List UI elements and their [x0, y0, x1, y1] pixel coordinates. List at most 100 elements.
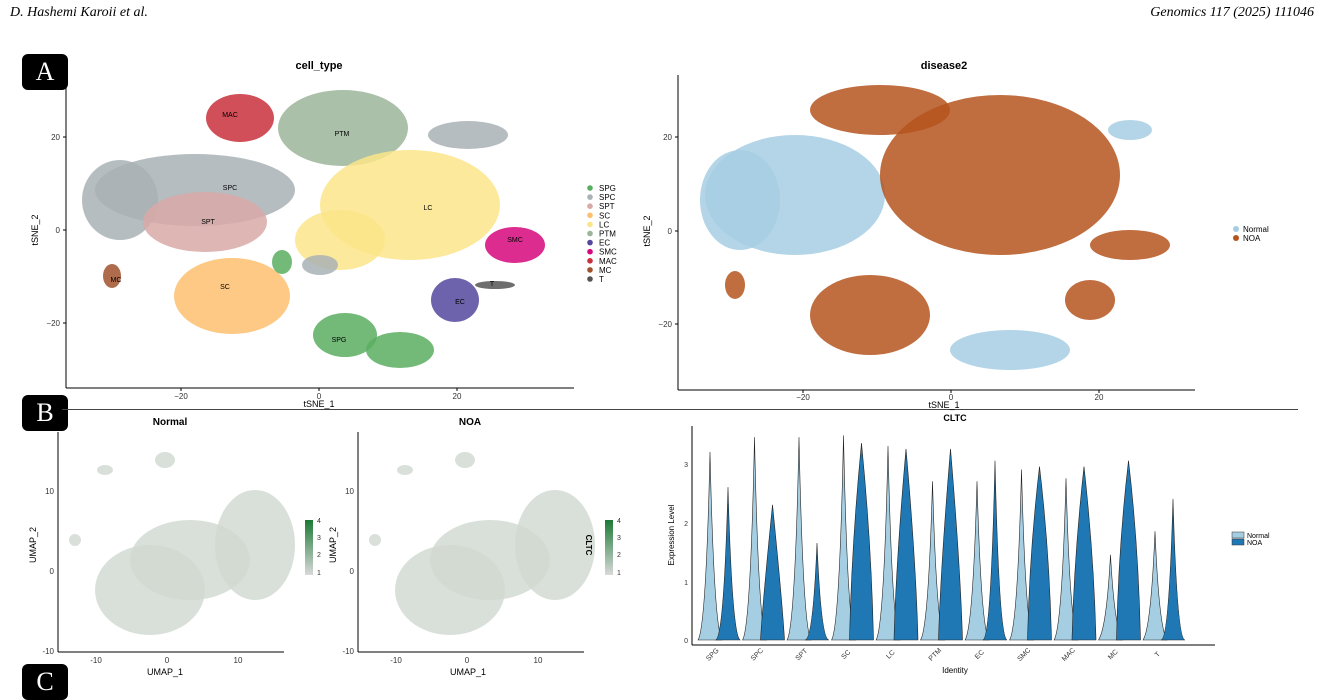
- violin-normal: [1142, 531, 1168, 641]
- cluster-label: LC: [424, 205, 433, 212]
- svg-text:20: 20: [51, 133, 60, 142]
- svg-text:1: 1: [684, 580, 688, 587]
- svg-text:-10: -10: [342, 647, 354, 656]
- cluster-region-spc: [302, 255, 338, 275]
- legend-label: Normal: [1247, 533, 1270, 540]
- svg-text:-10: -10: [390, 656, 402, 665]
- legend-label: SPG: [599, 184, 616, 193]
- legend-swatch-noa: [1231, 538, 1245, 546]
- legend-swatch: [587, 248, 593, 255]
- legend-label: SMC: [599, 248, 617, 257]
- svg-text:2: 2: [684, 521, 688, 528]
- legend-swatch: [587, 203, 593, 209]
- disease-scatter: [700, 85, 1170, 370]
- disease-region: [950, 330, 1070, 370]
- violin-noa: [982, 460, 1008, 641]
- cluster-region-ec: [431, 278, 479, 322]
- cluster-label: SPC: [223, 185, 237, 192]
- tsne-cell-type-plot: cell_type MAC PTM SPC SPT LC SMC MC SC S…: [30, 60, 617, 409]
- plot-title: disease2: [921, 60, 967, 72]
- y-axis-label: UMAP_2: [28, 527, 38, 563]
- umap-noa-plot: NOA 10 0 -10 -10 0 10 UMAP_1 UMAP_2 CLTC…: [328, 417, 621, 677]
- panel-label-a: A: [22, 54, 68, 90]
- umap-cell-region: [515, 490, 595, 600]
- y-tick-labels: 20 0 −20: [46, 133, 60, 328]
- x-tick-labels: −20 0 20: [796, 393, 1104, 402]
- cluster-region-spg: [366, 332, 434, 368]
- legend-label: LC: [599, 220, 609, 229]
- svg-text:3: 3: [617, 535, 621, 542]
- svg-text:0: 0: [350, 567, 355, 576]
- cluster-label: EC: [455, 299, 465, 306]
- disease-region: [880, 95, 1120, 255]
- cluster-region-mc: [103, 264, 121, 288]
- cluster-label: SPG: [332, 337, 347, 344]
- umap-cell-region: [97, 465, 113, 475]
- cluster-region-spc: [82, 160, 158, 240]
- svg-text:0: 0: [949, 393, 954, 402]
- category-label: T: [1154, 650, 1162, 658]
- svg-text:20: 20: [453, 392, 462, 401]
- svg-text:4: 4: [617, 518, 621, 525]
- legend-label: NOA: [1247, 540, 1263, 547]
- cluster-region-sc: [174, 258, 290, 334]
- disease-region: [1065, 280, 1115, 320]
- y-tick-labels: 20 0 −20: [658, 133, 672, 329]
- violin-series: [697, 435, 1186, 641]
- legend-swatch: [587, 221, 593, 228]
- legend-label: MAC: [599, 257, 617, 266]
- disease-legend: Normal NOA: [1233, 225, 1269, 243]
- cluster-label: SC: [220, 284, 230, 291]
- colorbar-title: CLTC: [584, 535, 593, 556]
- svg-text:10: 10: [45, 487, 54, 496]
- x-axis-label: UMAP_1: [450, 667, 486, 677]
- legend-swatch: [587, 276, 593, 282]
- plot-title: cell_type: [295, 60, 342, 72]
- svg-text:−20: −20: [796, 393, 810, 402]
- svg-text:10: 10: [534, 656, 543, 665]
- svg-text:0: 0: [668, 227, 673, 236]
- category-labels: SPG SPC SPT SC LC PTM EC SMC MAC MC T: [705, 647, 1162, 663]
- cluster-region-spt: [143, 192, 267, 252]
- x-axis-label: UMAP_1: [147, 667, 183, 677]
- category-label: PTM: [928, 647, 944, 663]
- category-label: LC: [885, 649, 896, 660]
- umap-cell-region: [215, 490, 295, 600]
- violin-noa: [1071, 466, 1097, 641]
- disease-region: [1108, 120, 1152, 140]
- section-divider: [62, 409, 1298, 410]
- svg-text:10: 10: [234, 656, 243, 665]
- legend-label: T: [599, 275, 604, 284]
- legend-label: EC: [599, 239, 610, 248]
- cluster-region-t: [475, 281, 515, 289]
- category-label: SPG: [705, 647, 720, 662]
- cluster-label: T: [490, 281, 495, 288]
- legend-label: SPT: [599, 202, 615, 211]
- umap-noa-scatter: [369, 452, 595, 635]
- svg-text:0: 0: [50, 567, 55, 576]
- cluster-label: SMC: [507, 237, 523, 244]
- cluster-region-spg: [272, 250, 292, 274]
- colorbar: 4 3 2 1: [305, 518, 321, 577]
- cluster-scatter: [82, 90, 545, 368]
- violin-noa: [849, 442, 874, 641]
- svg-text:2: 2: [617, 552, 621, 559]
- legend-swatch: [587, 194, 593, 200]
- svg-text:-10: -10: [42, 647, 54, 656]
- y-axis-label: Expression Level: [667, 504, 676, 565]
- violin-normal: [697, 451, 723, 641]
- violin-normal: [786, 437, 812, 641]
- legend-label: MC: [599, 266, 612, 275]
- legend-label: PTM: [599, 230, 616, 239]
- y-axis-label: tSNE_2: [642, 215, 652, 246]
- svg-text:0: 0: [684, 638, 688, 645]
- cluster-region-mac: [206, 94, 274, 142]
- umap-normal-plot: Normal 10 0 -10 -10 0 10 UMAP_1 UMAP_2 4…: [28, 417, 321, 677]
- svg-text:-10: -10: [90, 656, 102, 665]
- violin-normal: [964, 481, 990, 641]
- cluster-region-spc: [428, 121, 508, 149]
- violin-noa: [1160, 498, 1186, 641]
- svg-text:0: 0: [317, 392, 322, 401]
- violin-noa: [804, 542, 830, 641]
